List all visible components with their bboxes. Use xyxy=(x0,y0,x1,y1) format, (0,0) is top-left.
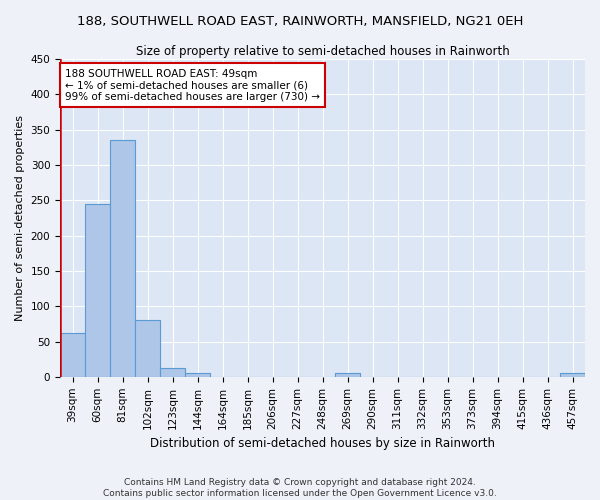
X-axis label: Distribution of semi-detached houses by size in Rainworth: Distribution of semi-detached houses by … xyxy=(150,437,495,450)
Text: 188, SOUTHWELL ROAD EAST, RAINWORTH, MANSFIELD, NG21 0EH: 188, SOUTHWELL ROAD EAST, RAINWORTH, MAN… xyxy=(77,15,523,28)
Bar xyxy=(335,374,360,377)
Bar xyxy=(135,320,160,377)
Text: Contains HM Land Registry data © Crown copyright and database right 2024.
Contai: Contains HM Land Registry data © Crown c… xyxy=(103,478,497,498)
Title: Size of property relative to semi-detached houses in Rainworth: Size of property relative to semi-detach… xyxy=(136,45,509,58)
Bar xyxy=(85,204,110,377)
Bar xyxy=(185,372,210,377)
Y-axis label: Number of semi-detached properties: Number of semi-detached properties xyxy=(15,115,25,321)
Bar xyxy=(160,368,185,377)
Bar xyxy=(110,140,135,377)
Bar xyxy=(60,333,85,377)
Text: 188 SOUTHWELL ROAD EAST: 49sqm
← 1% of semi-detached houses are smaller (6)
99% : 188 SOUTHWELL ROAD EAST: 49sqm ← 1% of s… xyxy=(65,68,320,102)
Bar xyxy=(560,374,585,377)
